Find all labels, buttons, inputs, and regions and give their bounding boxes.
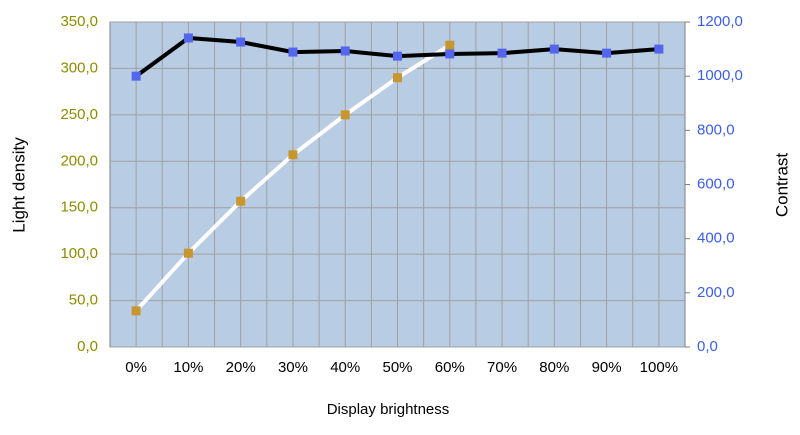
y2-tick-label: 1200,0 — [697, 13, 743, 30]
y-tick-label: 0,0 — [77, 338, 98, 355]
x-tick-label: 90% — [592, 359, 622, 376]
y2-tick-label: 0,0 — [697, 338, 718, 355]
point-marker — [236, 196, 246, 206]
y2-tick-label: 400,0 — [697, 230, 735, 247]
plot-layer — [131, 33, 664, 316]
y-axis-label: Light density — [9, 137, 28, 233]
x-tick-label: 100% — [640, 359, 678, 376]
x-tick-label: 50% — [382, 359, 412, 376]
point-marker — [549, 44, 559, 54]
point-marker — [131, 71, 141, 81]
y-tick-label: 300,0 — [60, 59, 98, 76]
point-marker — [654, 44, 664, 54]
y2-tick-label: 1000,0 — [697, 67, 743, 84]
x-tick-label: 80% — [539, 359, 569, 376]
y-tick-label: 50,0 — [69, 292, 98, 309]
point-marker — [445, 40, 455, 50]
x-tick-label: 10% — [173, 359, 203, 376]
y-tick-label: 150,0 — [60, 199, 98, 216]
y2-tick-label: 600,0 — [697, 175, 735, 192]
x-tick-label: 30% — [278, 359, 308, 376]
point-marker — [602, 48, 612, 58]
x-tick-label: 60% — [435, 359, 465, 376]
point-marker — [393, 73, 402, 83]
point-marker — [288, 150, 298, 160]
point-marker — [340, 110, 350, 120]
point-marker — [445, 49, 455, 59]
y-tick-label: 250,0 — [60, 106, 98, 123]
point-marker — [340, 46, 350, 56]
point-marker — [393, 51, 402, 61]
y-tick-label: 200,0 — [60, 152, 98, 169]
point-marker — [236, 37, 246, 47]
x-tick-label: 40% — [330, 359, 360, 376]
y2-axis-label: Contrast — [772, 153, 791, 218]
x-tick-label: 20% — [226, 359, 256, 376]
x-axis-label: Display brightness — [327, 401, 450, 418]
point-marker — [288, 47, 298, 57]
y2-tick-label: 800,0 — [697, 121, 735, 138]
y-tick-label: 100,0 — [60, 245, 98, 262]
x-tick-label: 0% — [125, 359, 147, 376]
y-tick-label: 350,0 — [60, 13, 98, 30]
y2-tick-label: 200,0 — [697, 284, 735, 301]
x-tick-label: 70% — [487, 359, 517, 376]
point-marker — [131, 306, 141, 316]
point-marker — [183, 33, 193, 43]
point-marker — [497, 48, 507, 58]
point-marker — [183, 248, 193, 258]
